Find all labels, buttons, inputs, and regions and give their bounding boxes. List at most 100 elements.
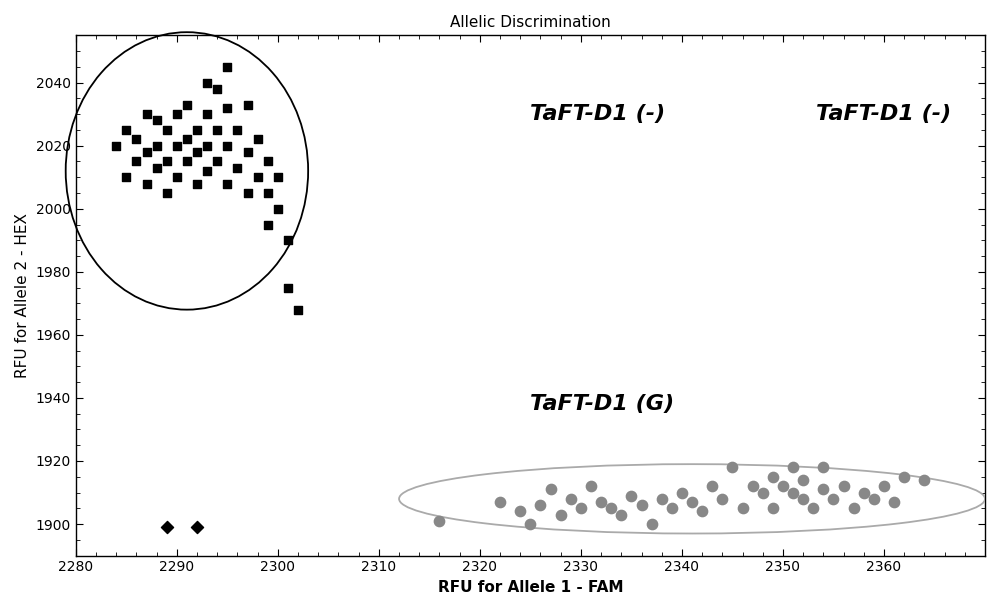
Point	[179, 134, 195, 144]
Point	[270, 204, 286, 213]
Point	[118, 125, 134, 135]
Point	[219, 103, 235, 113]
Point	[684, 497, 700, 507]
Point	[644, 519, 660, 529]
Point	[250, 173, 266, 182]
Point	[755, 487, 771, 497]
Point	[795, 494, 811, 504]
Point	[563, 494, 579, 504]
Text: TaFT-D1 (G): TaFT-D1 (G)	[530, 394, 675, 414]
Point	[169, 173, 185, 182]
Point	[199, 109, 215, 119]
Point	[745, 481, 761, 491]
Point	[159, 188, 175, 198]
Point	[219, 62, 235, 72]
Point	[916, 475, 932, 485]
Point	[805, 503, 821, 513]
Point	[290, 305, 306, 315]
Y-axis label: RFU for Allele 2 - HEX: RFU for Allele 2 - HEX	[15, 213, 30, 378]
Point	[149, 163, 165, 173]
Point	[250, 134, 266, 144]
Point	[512, 506, 528, 516]
Point	[553, 510, 569, 520]
Point	[896, 472, 912, 482]
Point	[735, 503, 751, 513]
Point	[724, 462, 740, 472]
Point	[128, 134, 144, 144]
Point	[240, 100, 256, 110]
Point	[189, 125, 205, 135]
Point	[573, 503, 589, 513]
Point	[634, 500, 650, 510]
Point	[876, 481, 892, 491]
Point	[593, 497, 609, 507]
Point	[219, 141, 235, 151]
Point	[240, 188, 256, 198]
Point	[815, 484, 831, 494]
Point	[704, 481, 720, 491]
Point	[694, 506, 710, 516]
Point	[532, 500, 548, 510]
Text: TaFT-D1 (-): TaFT-D1 (-)	[816, 104, 952, 124]
Point	[714, 494, 730, 504]
Point	[785, 487, 801, 497]
Point	[189, 522, 205, 532]
Point	[139, 147, 155, 157]
Point	[674, 487, 690, 497]
Point	[603, 503, 619, 513]
Point	[492, 497, 508, 507]
Point	[260, 188, 276, 198]
Point	[543, 484, 559, 494]
Point	[522, 519, 538, 529]
Point	[623, 491, 639, 501]
Point	[199, 141, 215, 151]
Text: TaFT-D1 (-): TaFT-D1 (-)	[530, 104, 666, 124]
Point	[613, 510, 629, 520]
Point	[431, 516, 447, 526]
Point	[765, 472, 781, 482]
Point	[159, 522, 175, 532]
Point	[219, 179, 235, 188]
Point	[654, 494, 670, 504]
Point	[785, 462, 801, 472]
Point	[583, 481, 599, 491]
Point	[128, 157, 144, 167]
Point	[229, 125, 245, 135]
X-axis label: RFU for Allele 1 - FAM: RFU for Allele 1 - FAM	[438, 580, 623, 595]
Point	[815, 462, 831, 472]
Point	[179, 100, 195, 110]
Point	[886, 497, 902, 507]
Point	[159, 157, 175, 167]
Point	[664, 503, 680, 513]
Point	[169, 141, 185, 151]
Point	[209, 125, 225, 135]
Point	[229, 163, 245, 173]
Point	[139, 179, 155, 188]
Point	[846, 503, 862, 513]
Point	[240, 147, 256, 157]
Point	[179, 157, 195, 167]
Point	[118, 173, 134, 182]
Point	[199, 166, 215, 176]
Point	[189, 179, 205, 188]
Point	[866, 494, 882, 504]
Point	[108, 141, 124, 151]
Point	[139, 109, 155, 119]
Point	[169, 109, 185, 119]
Point	[209, 157, 225, 167]
Point	[260, 157, 276, 167]
Point	[836, 481, 852, 491]
Point	[159, 125, 175, 135]
Point	[260, 220, 276, 229]
Point	[825, 494, 841, 504]
Point	[199, 77, 215, 87]
Point	[270, 173, 286, 182]
Point	[149, 115, 165, 125]
Point	[189, 147, 205, 157]
Point	[149, 141, 165, 151]
Point	[856, 487, 872, 497]
Point	[280, 235, 296, 245]
Point	[795, 475, 811, 485]
Point	[775, 481, 791, 491]
Point	[765, 503, 781, 513]
